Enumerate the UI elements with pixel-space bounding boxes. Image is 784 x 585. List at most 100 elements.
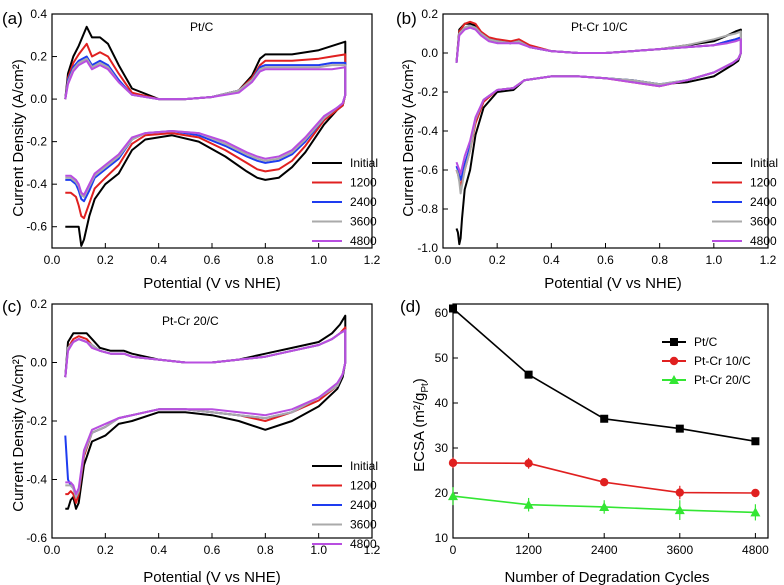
x-tick-label-b-5: 1.0 (705, 253, 722, 267)
legend-label-d-0: Pt/C (694, 335, 718, 349)
legend-label-b-1: 1200 (750, 176, 777, 190)
y-tick-label-b-4: -0.2 (417, 85, 438, 99)
x-axis-label-c: Potential (V vs NHE) (143, 569, 281, 585)
y-tick-label-b-3: -0.4 (417, 124, 438, 138)
data-point-d-0-1 (524, 370, 533, 379)
series-line-d-1 (452, 462, 756, 494)
legend-marker-d-2 (669, 375, 679, 384)
series-line-a-1 (64, 42, 347, 220)
x-tick-label-c-4: 0.8 (257, 543, 274, 557)
data-point-d-2-2 (599, 501, 610, 511)
series-line-b-3 (455, 24, 742, 195)
legend-label-b-2: 2400 (750, 195, 777, 209)
y-tick-label-a-2: -0.2 (26, 135, 47, 149)
data-point-d-1-4 (751, 488, 760, 498)
data-point-d-2-3 (674, 505, 685, 515)
data-point-d-2-0 (448, 491, 458, 501)
legend-marker-d-1 (669, 356, 679, 366)
x-tick-label-a-5: 1.0 (310, 253, 327, 267)
y-tick-label-c-2: -0.2 (26, 414, 47, 428)
series-line-b-2 (455, 24, 742, 181)
data-point-d-1-0 (448, 458, 458, 468)
y-tick-label-c-3: 0.0 (30, 356, 47, 370)
x-tick-label-d-4: 4800 (742, 543, 769, 557)
series-line-c-4 (64, 329, 347, 496)
y-axis-label-c: Current Density (A/cm²) (10, 354, 27, 512)
y-tick-label-a-0: -0.6 (26, 220, 47, 234)
x-tick-label-a-2: 0.4 (150, 253, 167, 267)
y-tick-label-d-1: 20 (435, 486, 449, 500)
y-axis-label-a: Current Density (A/cm²) (10, 59, 27, 217)
data-point-d-0-0 (449, 304, 457, 313)
x-tick-label-b-4: 0.8 (651, 253, 668, 267)
y-axis-label-d-sub: Pt (420, 383, 431, 393)
x-tick-label-d-3: 3600 (666, 543, 693, 557)
legend-label-a-0: Initial (350, 156, 378, 170)
data-point-d-0-4 (751, 437, 760, 446)
y-tick-label-b-6: 0.2 (421, 7, 438, 21)
series-line-a-4 (64, 59, 347, 196)
panel-label-d: (d) (400, 297, 421, 316)
y-tick-label-a-4: 0.2 (30, 50, 47, 64)
x-tick-label-b-1: 0.2 (489, 253, 506, 267)
x-axis-label-d: Number of Degradation Cycles (504, 569, 709, 585)
y-tick-label-a-1: -0.4 (26, 177, 47, 191)
x-tick-label-a-6: 1.2 (364, 253, 381, 267)
x-tick-label-b-2: 0.4 (543, 253, 560, 267)
x-tick-label-a-4: 0.8 (257, 253, 274, 267)
x-tick-label-d-2: 2400 (591, 543, 618, 557)
y-axis-label-d-main: ECSA (m²/g (411, 393, 428, 472)
data-point-d-1-2 (600, 478, 609, 487)
y-tick-label-d-4: 50 (435, 351, 449, 365)
y-tick-label-c-1: -0.4 (26, 473, 47, 487)
panel-title-a: Pt/C (190, 20, 214, 34)
legend-marker-d-0 (670, 338, 678, 346)
data-point-d-2-4 (750, 507, 761, 517)
x-tick-label-c-0: 0.0 (44, 543, 61, 557)
legend-label-d-1: Pt-Cr 10/C (694, 354, 751, 368)
x-tick-label-a-3: 0.6 (204, 253, 221, 267)
y-axis-label-b: Current Density (A/cm²) (400, 59, 417, 217)
x-tick-label-b-6: 1.2 (760, 253, 777, 267)
x-tick-label-c-3: 0.6 (204, 543, 221, 557)
x-tick-label-d-0: 0 (450, 543, 457, 557)
y-axis-label-d: ECSA (m²/gPt) (411, 378, 431, 472)
x-tick-label-c-2: 0.4 (150, 543, 167, 557)
series-line-b-4 (455, 26, 742, 175)
plot-frame-d (452, 303, 769, 539)
x-tick-label-a-1: 0.2 (97, 253, 114, 267)
data-point-d-2-1 (523, 499, 534, 509)
series-line-b-0 (455, 22, 742, 246)
x-tick-label-b-0: 0.0 (435, 253, 452, 267)
x-tick-label-c-6: 1.2 (364, 543, 381, 557)
legend-label-d-2: Pt-Cr 20/C (694, 373, 751, 387)
legend-label-a-3: 3600 (350, 215, 377, 229)
x-axis-label-b: Potential (V vs NHE) (544, 275, 682, 292)
data-point-d-0-2 (600, 414, 609, 423)
x-tick-label-d-1: 1200 (515, 543, 542, 557)
legend-label-a-4: 4800 (350, 234, 377, 248)
x-axis-label-a: Potential (V vs NHE) (143, 275, 281, 292)
panel-label-b: (b) (396, 9, 417, 28)
plot-frame-b (442, 13, 769, 249)
panel-title-b: Pt-Cr 10/C (571, 20, 628, 34)
x-tick-label-c-1: 0.2 (97, 543, 114, 557)
y-tick-label-a-3: 0.0 (30, 92, 47, 106)
y-tick-label-d-5: 60 (435, 306, 449, 320)
y-tick-label-d-3: 40 (435, 396, 449, 410)
legend-label-b-0: Initial (750, 156, 778, 170)
legend-label-c-1: 1200 (350, 479, 377, 493)
legend-label-c-0: Initial (350, 459, 378, 473)
x-tick-label-c-5: 1.0 (310, 543, 327, 557)
legend-label-c-2: 2400 (350, 498, 377, 512)
y-tick-label-b-5: 0.0 (421, 46, 438, 60)
x-tick-label-b-3: 0.6 (597, 253, 614, 267)
y-tick-label-a-5: 0.4 (30, 7, 47, 21)
legend-label-c-4: 4800 (350, 537, 377, 551)
data-point-d-0-3 (675, 424, 684, 433)
legend-label-c-3: 3600 (350, 518, 377, 532)
series-line-a-2 (64, 55, 347, 203)
data-point-d-1-1 (524, 459, 533, 468)
y-tick-label-b-2: -0.6 (417, 163, 438, 177)
